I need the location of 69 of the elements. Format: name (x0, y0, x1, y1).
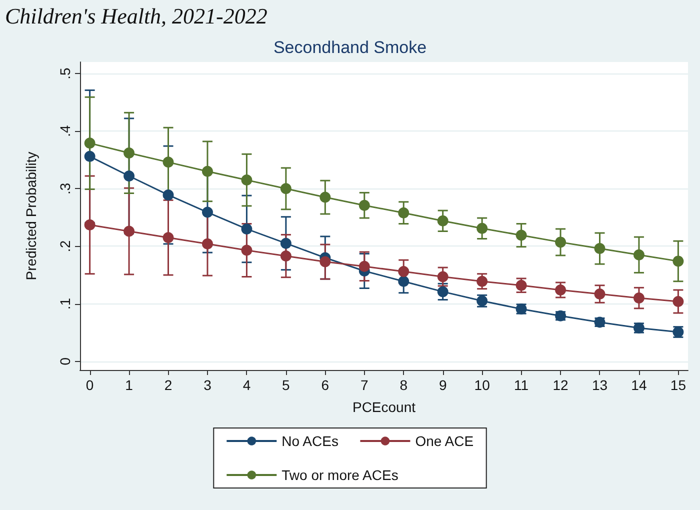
point (633, 292, 644, 304)
y-tick-label: .2 (57, 240, 73, 252)
point (280, 183, 292, 194)
point (280, 250, 292, 262)
point (594, 288, 606, 300)
point (437, 215, 448, 226)
point (358, 200, 370, 211)
point (672, 256, 684, 267)
x-tick-label: 5 (282, 377, 290, 393)
x-tick-label: 7 (360, 377, 368, 393)
chart-subtitle: Children's Health, 2021-2022 (5, 4, 268, 28)
point (398, 276, 410, 287)
x-tick-label: 11 (514, 377, 529, 393)
point (202, 166, 213, 177)
point (358, 260, 370, 272)
point (555, 236, 566, 248)
x-tick-label: 3 (204, 377, 212, 393)
point (476, 222, 488, 234)
point (594, 243, 606, 254)
point (398, 266, 410, 278)
point (398, 207, 410, 218)
legend-label: One ACE (415, 433, 474, 449)
point (202, 206, 213, 218)
point (437, 271, 448, 282)
point (516, 280, 527, 291)
x-tick-label: 2 (164, 377, 172, 393)
x-tick-label: 9 (438, 377, 447, 393)
point (84, 219, 96, 230)
point (437, 286, 448, 298)
x-tick-label: 15 (670, 377, 686, 393)
x-tick-label: 6 (321, 377, 330, 393)
point (162, 232, 174, 244)
point (516, 230, 527, 241)
y-tick-label: .1 (57, 298, 73, 310)
point (162, 156, 174, 168)
legend-label: No ACEs (282, 433, 338, 449)
point (84, 138, 96, 149)
point (672, 296, 684, 307)
y-tick-label: 0 (57, 357, 73, 366)
x-tick-label: 13 (592, 377, 608, 393)
point (555, 284, 566, 296)
legend-label: Two or more ACEs (282, 467, 398, 483)
chart-title: Secondhand Smoke (273, 38, 427, 57)
x-tick-label: 12 (552, 377, 569, 393)
x-tick-label: 10 (474, 377, 490, 393)
y-axis-title: Predicted Probability (23, 152, 39, 280)
x-tick-label: 8 (400, 377, 408, 393)
point (476, 276, 488, 287)
y-tick-label: .3 (57, 182, 73, 194)
point (162, 189, 174, 200)
x-axis-title: PCEcount (352, 399, 416, 415)
point (320, 256, 331, 268)
point (124, 170, 135, 182)
point (84, 150, 96, 162)
point (241, 223, 252, 234)
x-tick-label: 4 (242, 377, 251, 393)
x-tick-label: 0 (86, 377, 94, 393)
point (124, 226, 135, 237)
point (241, 244, 252, 256)
point (280, 238, 292, 249)
x-tick-label: 14 (631, 377, 647, 393)
point (633, 249, 644, 260)
y-tick-label: .4 (57, 125, 73, 137)
x-tick-label: 1 (125, 377, 134, 393)
point (202, 238, 213, 250)
point (320, 192, 331, 203)
point (241, 174, 252, 186)
y-tick-label: .5 (57, 67, 73, 80)
point (124, 147, 135, 158)
